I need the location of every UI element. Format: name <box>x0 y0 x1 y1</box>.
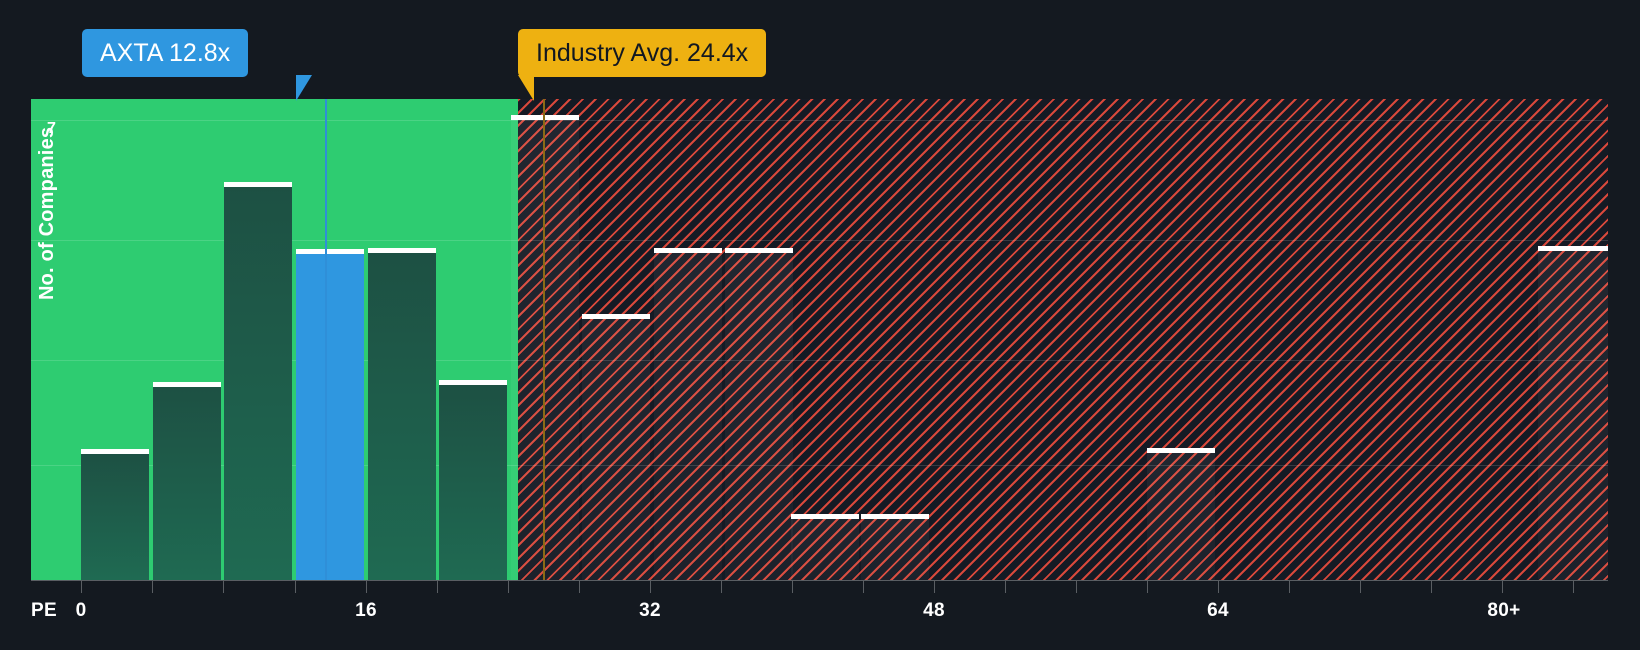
x-tick <box>223 581 224 593</box>
bar-bin-7[interactable] <box>582 314 650 580</box>
bar-cap <box>1147 448 1215 453</box>
x-tick <box>934 581 935 593</box>
x-tick <box>152 581 153 593</box>
x-tick <box>1360 581 1361 593</box>
bar-bin-80plus[interactable] <box>1538 246 1608 580</box>
bar-cap <box>153 382 221 387</box>
bar-bin-11[interactable] <box>791 514 859 580</box>
overvalued-zone <box>518 99 1608 580</box>
plot-area <box>31 99 1608 580</box>
bar-bin-4[interactable] <box>368 248 436 580</box>
y-axis-max-value: 7 <box>47 120 56 137</box>
bar-cap <box>224 182 292 187</box>
bar-bin-6[interactable] <box>511 115 579 580</box>
x-tick <box>721 581 722 593</box>
x-tick-label-32: 32 <box>639 600 661 621</box>
bar-cap <box>439 380 507 385</box>
bar-bin-3-highlight[interactable] <box>296 249 364 580</box>
x-tick <box>1147 581 1148 593</box>
x-tick <box>579 581 580 593</box>
x-tick <box>1573 581 1574 593</box>
bar-cap <box>1538 246 1608 251</box>
x-tick <box>650 581 651 593</box>
gridline <box>31 120 1608 121</box>
bar-bin-2[interactable] <box>224 182 292 580</box>
industry-avg-marker-line <box>543 99 545 580</box>
x-tick <box>81 581 82 593</box>
x-tick-label-16: 16 <box>355 600 377 621</box>
bar-bin-1[interactable] <box>153 382 221 580</box>
axta-callout[interactable]: AXTA 12.8x <box>82 29 249 77</box>
bar-cap <box>654 248 722 253</box>
industry-avg-callout-label: Industry Avg. 24.4x <box>536 38 749 67</box>
x-tick <box>1076 581 1077 593</box>
x-tick-label-48: 48 <box>923 600 945 621</box>
x-tick-label-0: 0 <box>75 600 87 621</box>
gridline <box>31 360 1608 361</box>
bar-bin-0[interactable] <box>81 449 149 580</box>
bar-cap <box>368 248 436 253</box>
y-axis-title: No. of Companies <box>36 126 58 300</box>
x-tick <box>508 581 509 593</box>
x-axis-prefix-label: PE <box>31 600 57 621</box>
bar-cap <box>582 314 650 319</box>
x-tick <box>1502 581 1503 593</box>
x-tick <box>1289 581 1290 593</box>
bar-cap <box>81 449 149 454</box>
industry-avg-callout-tail <box>518 75 534 101</box>
axta-marker-line <box>325 99 327 580</box>
x-axis-line <box>31 580 1608 581</box>
x-tick <box>792 581 793 593</box>
x-tick <box>1218 581 1219 593</box>
bar-cap <box>296 249 364 254</box>
x-tick <box>437 581 438 593</box>
bar-bin-12[interactable] <box>861 514 929 580</box>
bar-cap <box>511 115 579 120</box>
x-tick-label-80plus: 80+ <box>1487 600 1521 621</box>
x-tick <box>366 581 367 593</box>
axta-callout-tail <box>296 75 312 101</box>
gridline <box>31 240 1608 241</box>
gridline <box>31 465 1608 466</box>
x-tick-label-64: 64 <box>1207 600 1229 621</box>
axta-callout-label: AXTA 12.8x <box>100 38 231 67</box>
bar-bin-16[interactable] <box>1147 448 1215 580</box>
industry-avg-callout[interactable]: Industry Avg. 24.4x <box>518 29 767 77</box>
x-tick <box>863 581 864 593</box>
bar-bin-5[interactable] <box>439 380 507 580</box>
x-tick <box>295 581 296 593</box>
x-tick <box>1005 581 1006 593</box>
x-tick <box>1431 581 1432 593</box>
bar-bin-9[interactable] <box>725 248 793 580</box>
bar-cap <box>861 514 929 519</box>
bar-bin-8[interactable] <box>654 248 722 580</box>
bar-cap <box>791 514 859 519</box>
bar-cap <box>725 248 793 253</box>
